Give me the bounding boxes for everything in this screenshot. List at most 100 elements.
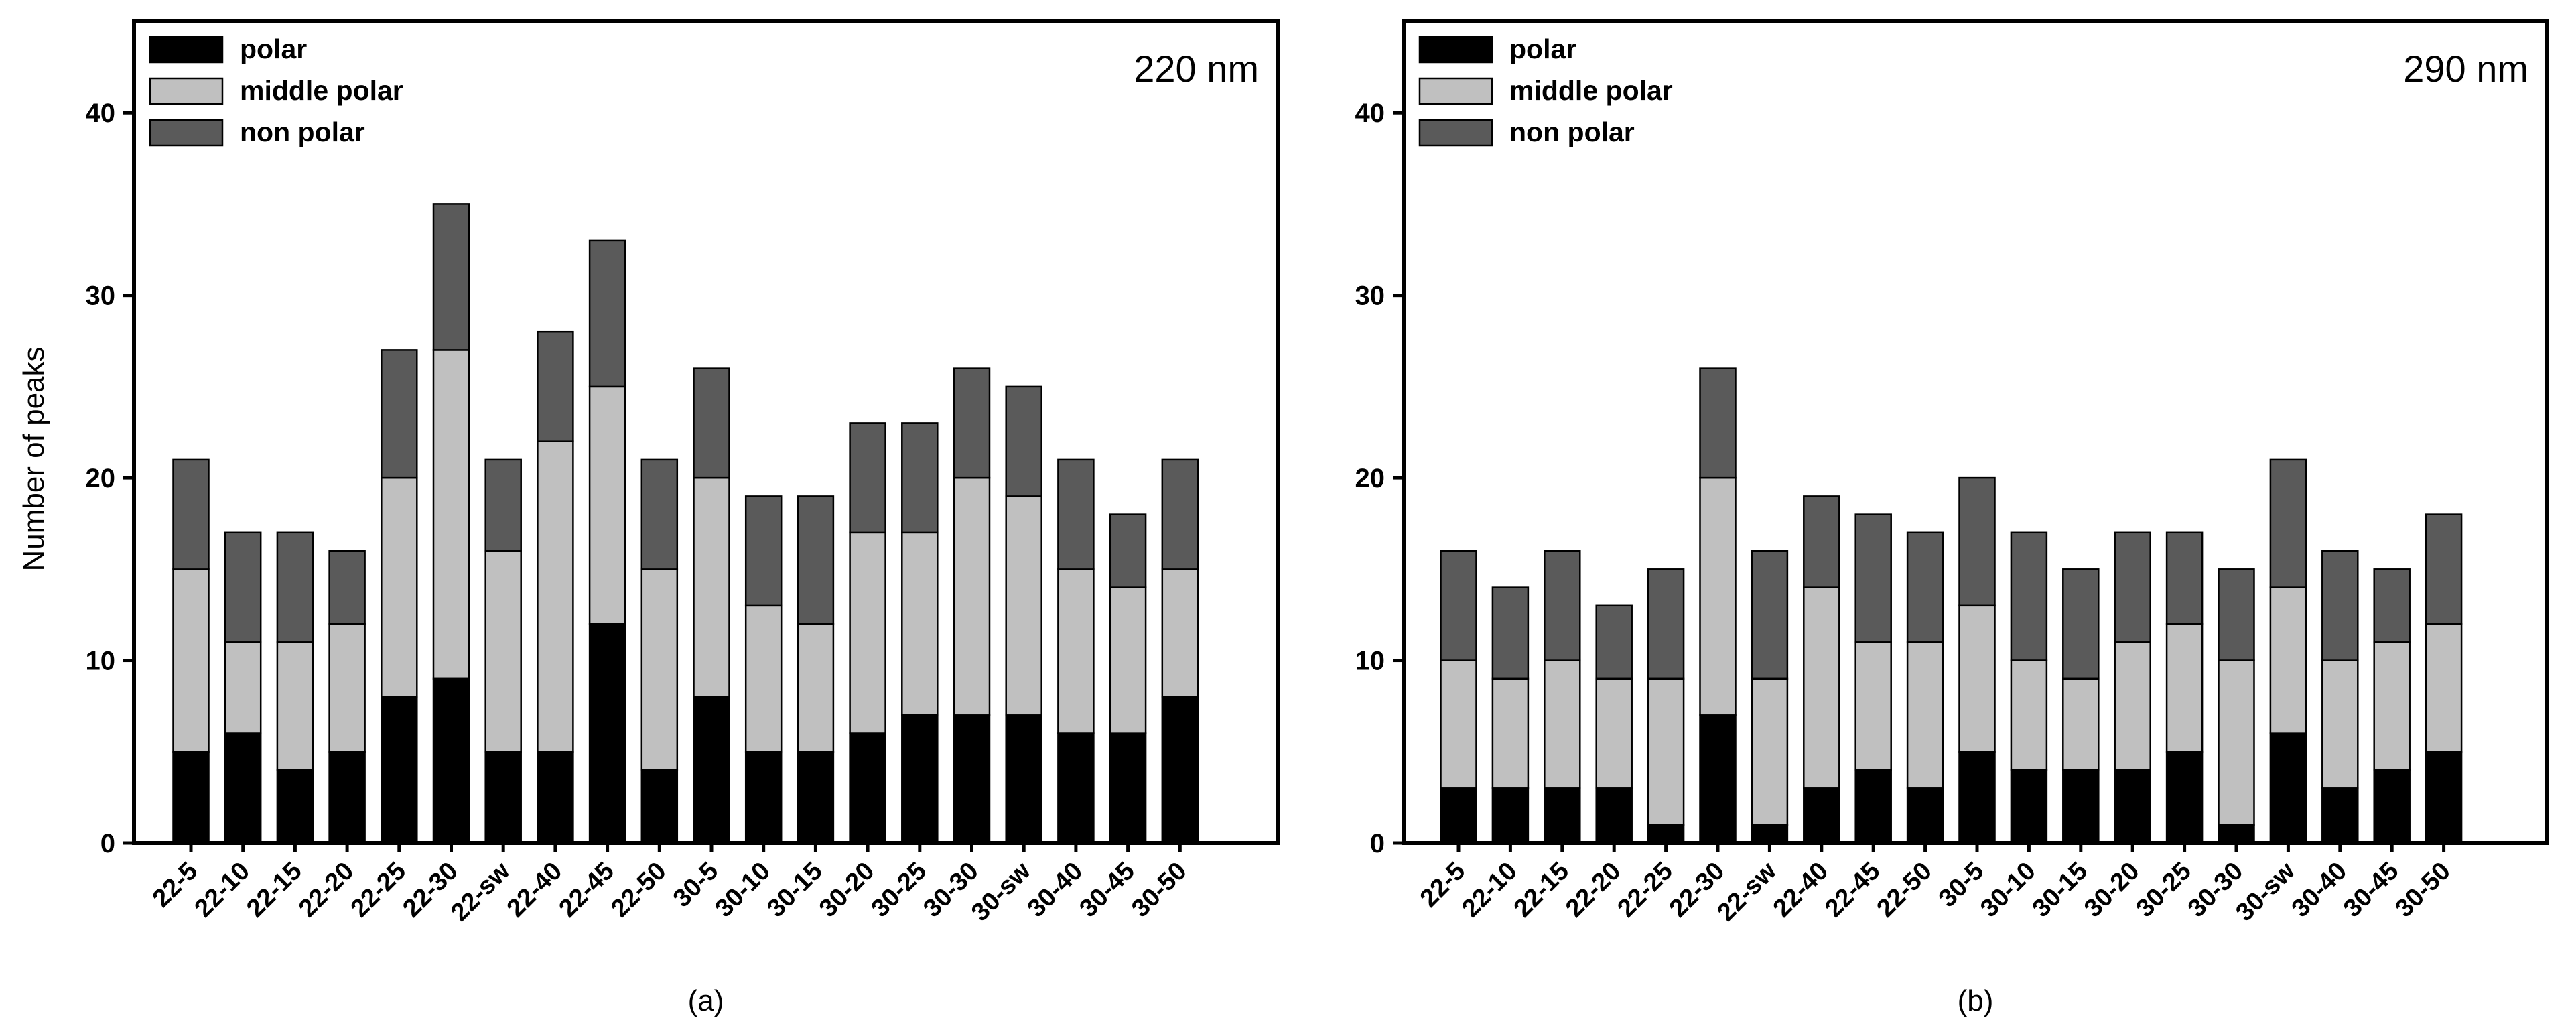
bar-middle-polar-30-sw xyxy=(2269,586,2307,734)
legend-swatch-polar xyxy=(1418,36,1493,64)
bar-polar-22-10 xyxy=(224,732,262,844)
panel-caption: (b) xyxy=(1958,984,1994,1017)
bar-non-polar-30-5 xyxy=(693,367,730,479)
chart-panel-a: 22-522-1022-1522-2022-2522-3022-sw22-402… xyxy=(17,19,1280,1017)
bar-non-polar-22-sw xyxy=(484,458,522,552)
bar-middle-polar-30-15 xyxy=(797,623,835,753)
bar-polar-30-40 xyxy=(2321,787,2359,844)
bar-middle-polar-22-45 xyxy=(588,385,626,625)
bar-non-polar-22-50 xyxy=(1906,531,1944,643)
bar-non-polar-22-10 xyxy=(224,531,262,643)
bar-middle-polar-22-25 xyxy=(381,476,418,698)
bar-middle-polar-30-5 xyxy=(1958,604,1996,753)
x-tick-label: 22-10 xyxy=(190,857,255,923)
bar-non-polar-22-30 xyxy=(1699,367,1737,479)
x-tick-label: 30-sw xyxy=(966,856,1036,927)
y-tick-label: 30 xyxy=(86,281,116,311)
bar-non-polar-22-40 xyxy=(537,330,574,442)
y-tick-label: 40 xyxy=(86,99,116,128)
bar-polar-22-15 xyxy=(276,769,314,844)
bar-polar-30-45 xyxy=(1109,732,1147,844)
legend-label-non-polar: non polar xyxy=(240,117,365,147)
x-tick-label: 22-20 xyxy=(1560,857,1626,923)
bar-middle-polar-30-20 xyxy=(849,531,886,734)
x-tick-label: 30-45 xyxy=(2338,857,2404,923)
x-tick-label: 22-sw xyxy=(446,856,516,927)
x-tick-label: 22-40 xyxy=(502,857,567,923)
y-tick-label: 20 xyxy=(1355,464,1385,493)
x-tick-label: 22-20 xyxy=(293,857,359,923)
bar-middle-polar-22-25 xyxy=(1647,677,1685,826)
bar-middle-polar-30-5 xyxy=(693,476,730,698)
bar-middle-polar-22-50 xyxy=(640,568,679,771)
y-tick-label: 40 xyxy=(1355,99,1385,128)
bar-middle-polar-30-sw xyxy=(1005,495,1042,716)
bar-polar-22-45 xyxy=(588,623,626,844)
panel-caption: (a) xyxy=(688,984,724,1017)
bar-middle-polar-22-15 xyxy=(276,641,314,771)
bar-non-polar-30-25 xyxy=(2165,531,2204,625)
bar-non-polar-22-45 xyxy=(588,239,626,388)
x-tick-label: 30-15 xyxy=(2027,857,2093,923)
bar-polar-22-15 xyxy=(1544,787,1581,844)
x-tick-label: 22-50 xyxy=(1872,857,1938,923)
bar-polar-30-5 xyxy=(1958,751,1996,844)
bar-non-polar-22-50 xyxy=(640,458,679,570)
bar-polar-30-40 xyxy=(1057,732,1095,844)
x-tick-label: 30-25 xyxy=(2131,857,2197,923)
bar-non-polar-22-15 xyxy=(1544,550,1581,661)
wavelength-annotation: 220 nm xyxy=(1134,48,1259,90)
y-tick-label: 0 xyxy=(1370,829,1385,858)
bar-middle-polar-30-10 xyxy=(2010,659,2048,771)
y-tick-label: 20 xyxy=(86,464,116,493)
bar-polar-22-25 xyxy=(381,696,418,844)
bar-polar-30-sw xyxy=(2269,732,2307,844)
x-tick-label: 22-15 xyxy=(241,857,307,923)
bar-non-polar-22-30 xyxy=(432,203,470,351)
y-tick-label: 10 xyxy=(1355,647,1385,676)
bar-polar-30-5 xyxy=(693,696,730,844)
bar-middle-polar-30-25 xyxy=(901,531,939,716)
bar-polar-22-30 xyxy=(432,677,470,844)
bar-middle-polar-30-30 xyxy=(2218,659,2255,826)
x-tick-label: 30-10 xyxy=(1975,857,2041,923)
legend-swatch-non-polar xyxy=(149,119,224,147)
bar-non-polar-30-40 xyxy=(1057,458,1095,570)
bar-non-polar-22-10 xyxy=(1491,586,1530,680)
bar-non-polar-30-30 xyxy=(2218,568,2255,661)
legend-swatch-middle-polar xyxy=(149,77,224,105)
x-tick-label: 22-45 xyxy=(1820,857,1885,923)
bar-polar-22-40 xyxy=(537,751,574,844)
bar-non-polar-22-25 xyxy=(381,349,418,479)
bar-non-polar-30-15 xyxy=(797,495,835,625)
bar-middle-polar-22-30 xyxy=(432,349,470,680)
bar-non-polar-30-30 xyxy=(953,367,991,479)
bar-non-polar-22-sw xyxy=(1751,550,1789,680)
x-tick-label: 30-sw xyxy=(2230,856,2301,927)
bar-polar-22-20 xyxy=(328,751,366,844)
legend-label-middle-polar: middle polar xyxy=(240,75,403,106)
bar-non-polar-22-5 xyxy=(172,458,210,570)
bar-non-polar-22-40 xyxy=(1803,495,1840,588)
bar-middle-polar-22-20 xyxy=(1595,677,1633,789)
bar-polar-30-10 xyxy=(744,751,783,844)
bar-non-polar-30-45 xyxy=(2373,568,2411,643)
bar-polar-30-sw xyxy=(1005,714,1042,844)
bar-non-polar-30-50 xyxy=(2425,513,2463,625)
bar-polar-30-15 xyxy=(2062,769,2100,844)
bar-middle-polar-30-45 xyxy=(2373,641,2411,771)
bar-polar-22-50 xyxy=(1906,787,1944,844)
bar-non-polar-30-5 xyxy=(1958,476,1996,607)
bar-middle-polar-22-40 xyxy=(1803,586,1840,789)
bar-polar-22-20 xyxy=(1595,787,1633,844)
bar-non-polar-30-10 xyxy=(744,495,783,607)
bar-middle-polar-22-sw xyxy=(1751,677,1789,826)
x-tick-label: 30-10 xyxy=(710,857,776,923)
bar-middle-polar-30-20 xyxy=(2114,641,2151,771)
bar-middle-polar-22-10 xyxy=(1491,677,1530,789)
y-tick-label: 10 xyxy=(86,647,116,676)
bar-middle-polar-22-15 xyxy=(1544,659,1581,789)
bar-polar-30-20 xyxy=(2114,769,2151,844)
x-tick-label: 30-25 xyxy=(866,857,932,923)
bar-polar-22-50 xyxy=(640,769,679,844)
